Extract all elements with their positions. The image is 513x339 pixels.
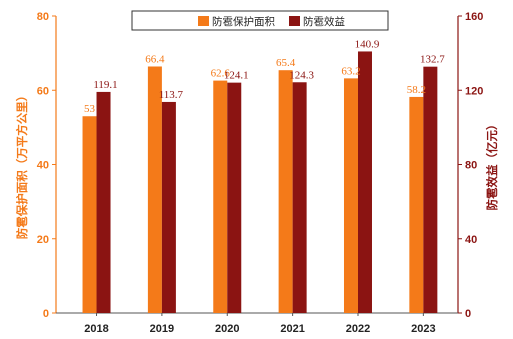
data-label-benefit: 113.7 (159, 89, 184, 101)
data-label-benefit: 124.3 (289, 69, 314, 81)
bar-area-2022 (343, 78, 358, 314)
bar-benefit-2018 (96, 91, 111, 313)
bar-area-2021 (278, 70, 293, 313)
left-tick-label: 60 (37, 85, 49, 97)
bar-benefit-2019 (161, 101, 176, 314)
legend-label-benefit: 防雹效益 (303, 15, 345, 28)
data-label-area: 65.4 (276, 57, 296, 69)
data-label-area: 58.2 (407, 84, 426, 96)
bar-area-2023 (409, 96, 424, 314)
bar-benefit-2023 (423, 66, 438, 313)
x-tick-label: 2019 (150, 323, 174, 335)
x-tick-label: 2018 (84, 323, 108, 335)
right-tick-label: 80 (465, 160, 477, 172)
data-label-benefit: 140.9 (355, 38, 380, 50)
bar-benefit-2021 (292, 82, 307, 313)
legend-label-area: 防雹保护面积 (212, 15, 275, 28)
right-tick-label: 160 (465, 11, 483, 23)
left-tick-label: 0 (43, 308, 49, 320)
bar-benefit-2020 (227, 82, 242, 313)
data-label-area: 62.6 (211, 68, 231, 80)
right-tick-label: 0 (465, 308, 471, 320)
right-tick-label: 120 (465, 85, 483, 97)
right-axis-title: 防雹效益（亿元） (485, 119, 499, 211)
right-tick-label: 40 (465, 234, 477, 246)
bar-area-2019 (147, 66, 162, 314)
left-tick-label: 80 (37, 11, 49, 23)
legend-swatch-area (198, 16, 209, 26)
data-label-area: 53 (84, 103, 96, 115)
x-tick-label: 2023 (411, 323, 435, 335)
legend-box (131, 10, 389, 31)
left-axis-title: 防雹保护面积（万平方公里） (15, 90, 29, 240)
bar-benefit-2022 (357, 51, 372, 313)
data-label-area: 63.2 (341, 65, 360, 77)
legend-swatch-benefit (289, 16, 300, 26)
data-label-benefit: 124.1 (224, 70, 249, 82)
plot-area: 0 20 40 60 80 0 40 80 120 160 防雹保护面积（万平方公里） 防雹效益（亿元… (15, 10, 499, 335)
x-tick-label: 2020 (215, 323, 239, 335)
left-tick-label: 20 (37, 234, 49, 246)
bar-area-2020 (213, 80, 228, 313)
left-tick-label: 40 (37, 160, 49, 172)
x-tick-label: 2022 (346, 323, 370, 335)
data-label-area: 66.4 (145, 53, 165, 65)
data-label-benefit: 119.1 (93, 79, 117, 91)
data-label-benefit: 132.7 (420, 54, 445, 66)
bar-area-2018 (82, 116, 97, 313)
x-tick-label: 2021 (280, 323, 304, 335)
